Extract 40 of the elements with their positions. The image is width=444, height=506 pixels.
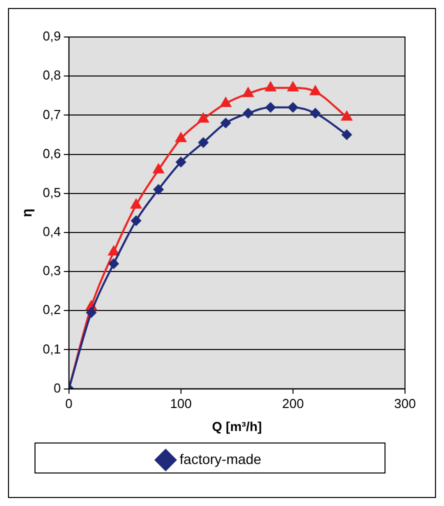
point xyxy=(153,164,164,174)
point xyxy=(265,82,276,92)
point xyxy=(220,97,232,107)
point xyxy=(131,216,142,226)
y-tick-label: 0,1 xyxy=(42,341,61,356)
y-tick-label: 0,9 xyxy=(42,28,61,44)
y-tick-label: 0,7 xyxy=(42,106,61,122)
legend-label: factory-made xyxy=(180,450,262,467)
point xyxy=(288,102,298,112)
y-tick-label: 0,5 xyxy=(42,184,61,200)
y-axis-title: η xyxy=(18,208,34,218)
y-tick-label: 0,6 xyxy=(42,146,61,161)
y-tick-label: 0,4 xyxy=(42,224,61,240)
point xyxy=(108,258,119,269)
point xyxy=(154,184,164,194)
point xyxy=(310,86,321,96)
x-tick-label: 0 xyxy=(65,396,72,412)
x-axis-title: Q [m³/h] xyxy=(212,418,262,434)
point xyxy=(220,118,231,128)
point xyxy=(243,108,254,118)
point xyxy=(342,130,352,140)
x-tick-label: 100 xyxy=(170,396,192,412)
point xyxy=(341,111,352,121)
point xyxy=(242,88,254,98)
point xyxy=(108,246,120,256)
point xyxy=(86,308,96,318)
point xyxy=(198,138,208,148)
point xyxy=(130,199,142,209)
x-tick-label: 300 xyxy=(394,396,416,412)
y-tick-label: 0,3 xyxy=(42,263,61,278)
y-tick-label: 0,2 xyxy=(42,302,61,318)
point xyxy=(310,108,320,118)
x-tick-label: 200 xyxy=(282,396,304,412)
y-tick-label: 0 xyxy=(54,380,61,396)
y-tick-label: 0,8 xyxy=(42,68,61,83)
point xyxy=(198,113,209,123)
point xyxy=(288,82,298,92)
point xyxy=(176,132,186,142)
point xyxy=(266,102,276,112)
point xyxy=(176,157,186,168)
